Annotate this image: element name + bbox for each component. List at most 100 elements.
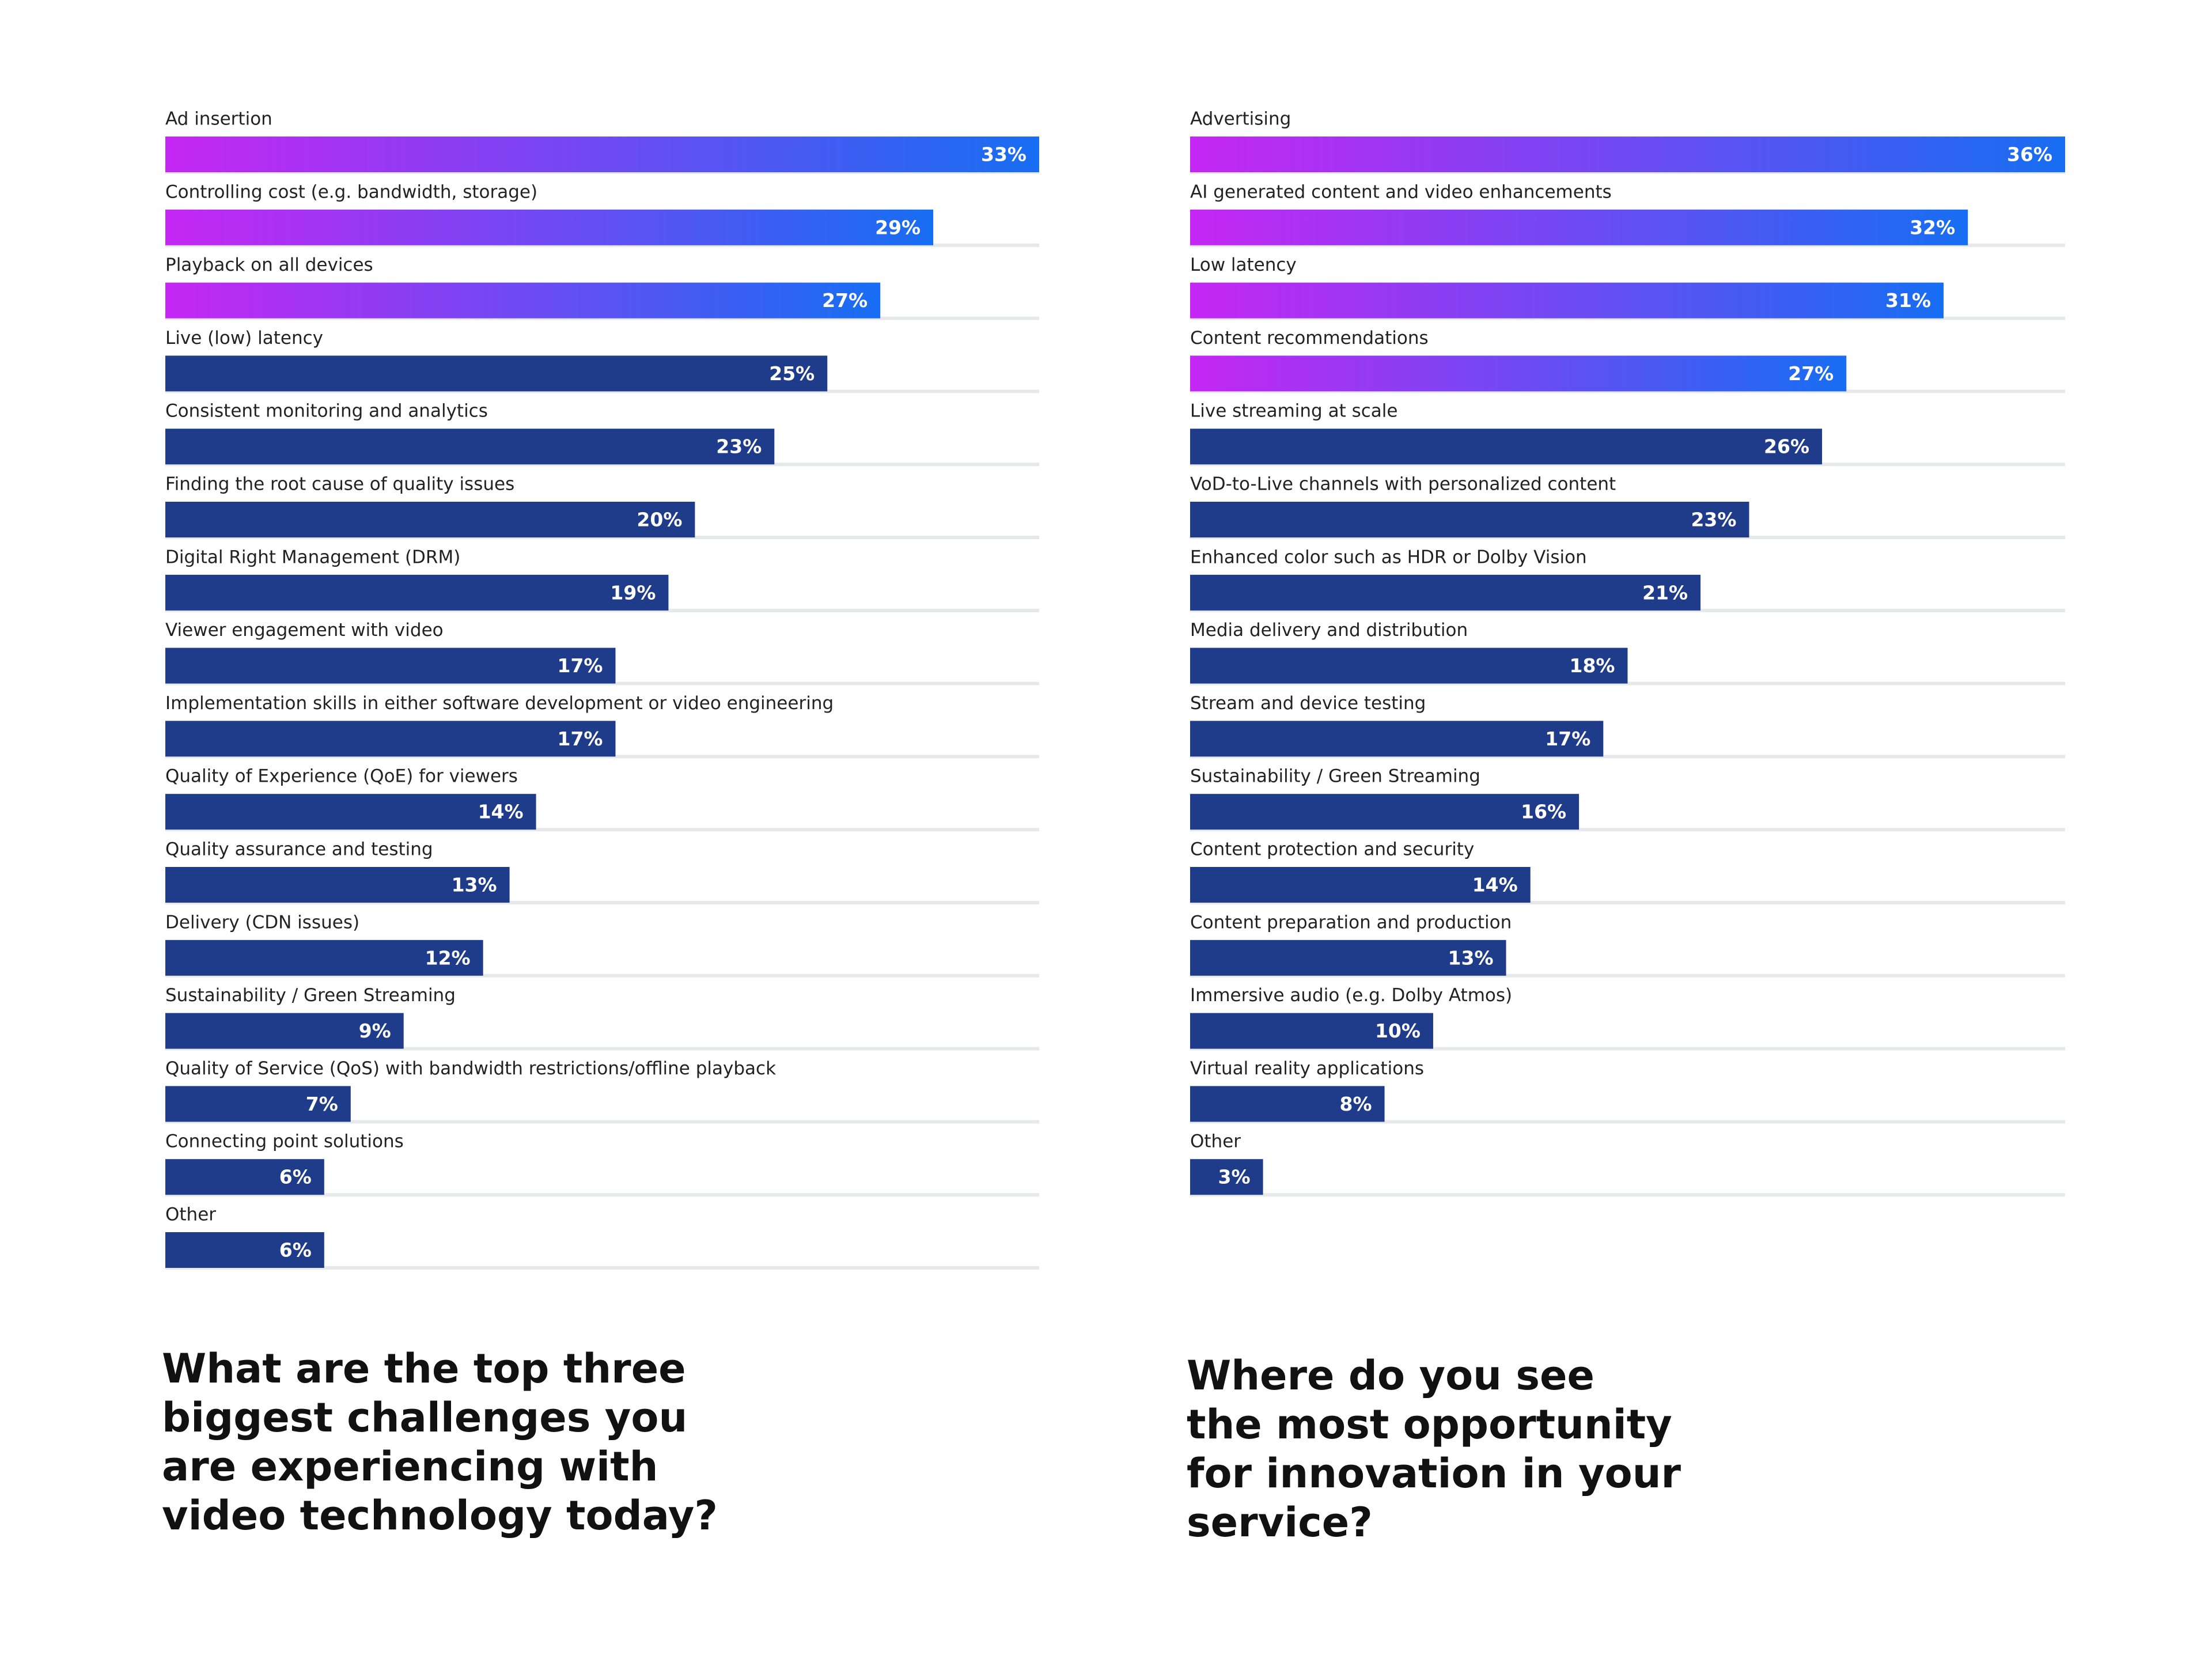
- category-label: Virtual reality applications: [1190, 1058, 1424, 1079]
- value-label: 26%: [1764, 435, 1809, 458]
- category-label: Other: [1190, 1131, 1241, 1152]
- bar: [165, 1086, 351, 1122]
- category-label: VoD-to-Live channels with personalized c…: [1190, 474, 1616, 495]
- category-label: Implementation skills in either software…: [165, 693, 834, 714]
- value-label: 21%: [1642, 581, 1688, 604]
- category-label: AI generated content and video enhanceme…: [1190, 181, 1612, 202]
- bar: [165, 1013, 404, 1049]
- value-label: 12%: [425, 946, 471, 969]
- category-label: Viewer engagement with video: [165, 620, 444, 641]
- bar: [165, 794, 536, 830]
- value-label: 23%: [716, 435, 762, 458]
- bar: [1190, 574, 1701, 611]
- bar-track: [165, 1193, 1039, 1197]
- bar: [165, 355, 828, 392]
- category-label: Sustainability / Green Streaming: [165, 985, 456, 1006]
- bar: [1190, 282, 1944, 319]
- bar: [165, 1159, 324, 1195]
- bar-track: [1190, 755, 2065, 759]
- value-label: 19%: [610, 581, 656, 604]
- value-label: 13%: [452, 874, 497, 896]
- value-label: 31%: [1885, 289, 1931, 312]
- value-label: 17%: [1545, 728, 1590, 750]
- bar-track: [1190, 901, 2065, 904]
- bar: [165, 940, 483, 976]
- category-label: Enhanced color such as HDR or Dolby Visi…: [1190, 547, 1587, 567]
- value-label: 7%: [306, 1093, 338, 1115]
- value-label: 14%: [478, 801, 524, 823]
- bar: [165, 502, 695, 537]
- value-label: 27%: [822, 289, 868, 312]
- category-label: Connecting point solutions: [165, 1131, 404, 1152]
- value-label: 17%: [557, 728, 603, 750]
- bar-track: [1190, 1120, 2065, 1124]
- bar: [165, 209, 934, 245]
- value-label: 29%: [875, 216, 921, 238]
- bar: [1190, 502, 1749, 537]
- bar: [165, 721, 616, 757]
- bar: [1190, 137, 2065, 172]
- category-label: Live streaming at scale: [1190, 401, 1397, 422]
- value-label: 33%: [981, 143, 1027, 166]
- value-label: 16%: [1521, 801, 1566, 823]
- value-label: 6%: [279, 1239, 312, 1262]
- bar-track: [165, 1047, 1039, 1051]
- bar-track: [1190, 828, 2065, 832]
- category-label: Digital Right Management (DRM): [165, 547, 460, 567]
- bar: [1190, 794, 1580, 830]
- value-label: 20%: [637, 509, 682, 531]
- bar: [1190, 1159, 1263, 1195]
- category-label: Playback on all devices: [165, 255, 373, 275]
- bar: [165, 867, 510, 903]
- category-label: Controlling cost (e.g. bandwidth, storag…: [165, 181, 537, 202]
- value-label: 32%: [1910, 216, 1955, 238]
- value-label: 25%: [769, 362, 815, 385]
- bar: [1190, 647, 1628, 684]
- value-label: 18%: [1570, 654, 1615, 677]
- value-label: 23%: [1691, 509, 1736, 531]
- value-label: 13%: [1448, 946, 1494, 969]
- bar: [1190, 209, 1968, 245]
- bar-track: [165, 974, 1039, 978]
- bar: [1190, 429, 1823, 465]
- chart-title: Where do you see: [1187, 1352, 1594, 1399]
- category-label: Delivery (CDN issues): [165, 912, 359, 933]
- category-label: Content recommendations: [1190, 328, 1429, 349]
- bar: [165, 137, 1039, 172]
- value-label: 8%: [1340, 1093, 1372, 1115]
- bar-track: [1190, 1047, 2065, 1051]
- value-label: 6%: [279, 1166, 312, 1188]
- bar: [1190, 355, 1847, 392]
- bar: [165, 429, 775, 465]
- value-label: 27%: [1788, 362, 1834, 385]
- chart-title: for innovation in your: [1187, 1450, 1681, 1497]
- category-label: Finding the root cause of quality issues: [165, 474, 514, 495]
- value-label: 10%: [1375, 1020, 1421, 1042]
- bar-track: [165, 901, 1039, 904]
- category-label: Other: [165, 1205, 216, 1225]
- value-label: 17%: [557, 654, 603, 677]
- bar: [165, 647, 616, 684]
- chart-title: service?: [1187, 1499, 1373, 1546]
- bar-track: [1190, 974, 2065, 978]
- bar: [165, 1232, 324, 1268]
- category-label: Ad insertion: [165, 109, 272, 130]
- bar: [1190, 940, 1506, 976]
- bar: [165, 282, 881, 319]
- bar: [1190, 721, 1604, 757]
- bar: [165, 574, 669, 611]
- chart-title: the most opportunity: [1187, 1401, 1672, 1448]
- chart-title: video technology today?: [162, 1492, 718, 1539]
- category-label: Low latency: [1190, 255, 1297, 275]
- bar: [1190, 1013, 1433, 1049]
- bar: [1190, 867, 1531, 903]
- category-label: Content preparation and production: [1190, 912, 1512, 933]
- category-label: Quality assurance and testing: [165, 839, 433, 860]
- category-label: Content protection and security: [1190, 839, 1474, 860]
- bar-track: [165, 1266, 1039, 1270]
- category-label: Consistent monitoring and analytics: [165, 401, 488, 422]
- category-label: Quality of Experience (QoE) for viewers: [165, 766, 518, 787]
- value-label: 3%: [1218, 1166, 1251, 1188]
- bar-track: [165, 1120, 1039, 1124]
